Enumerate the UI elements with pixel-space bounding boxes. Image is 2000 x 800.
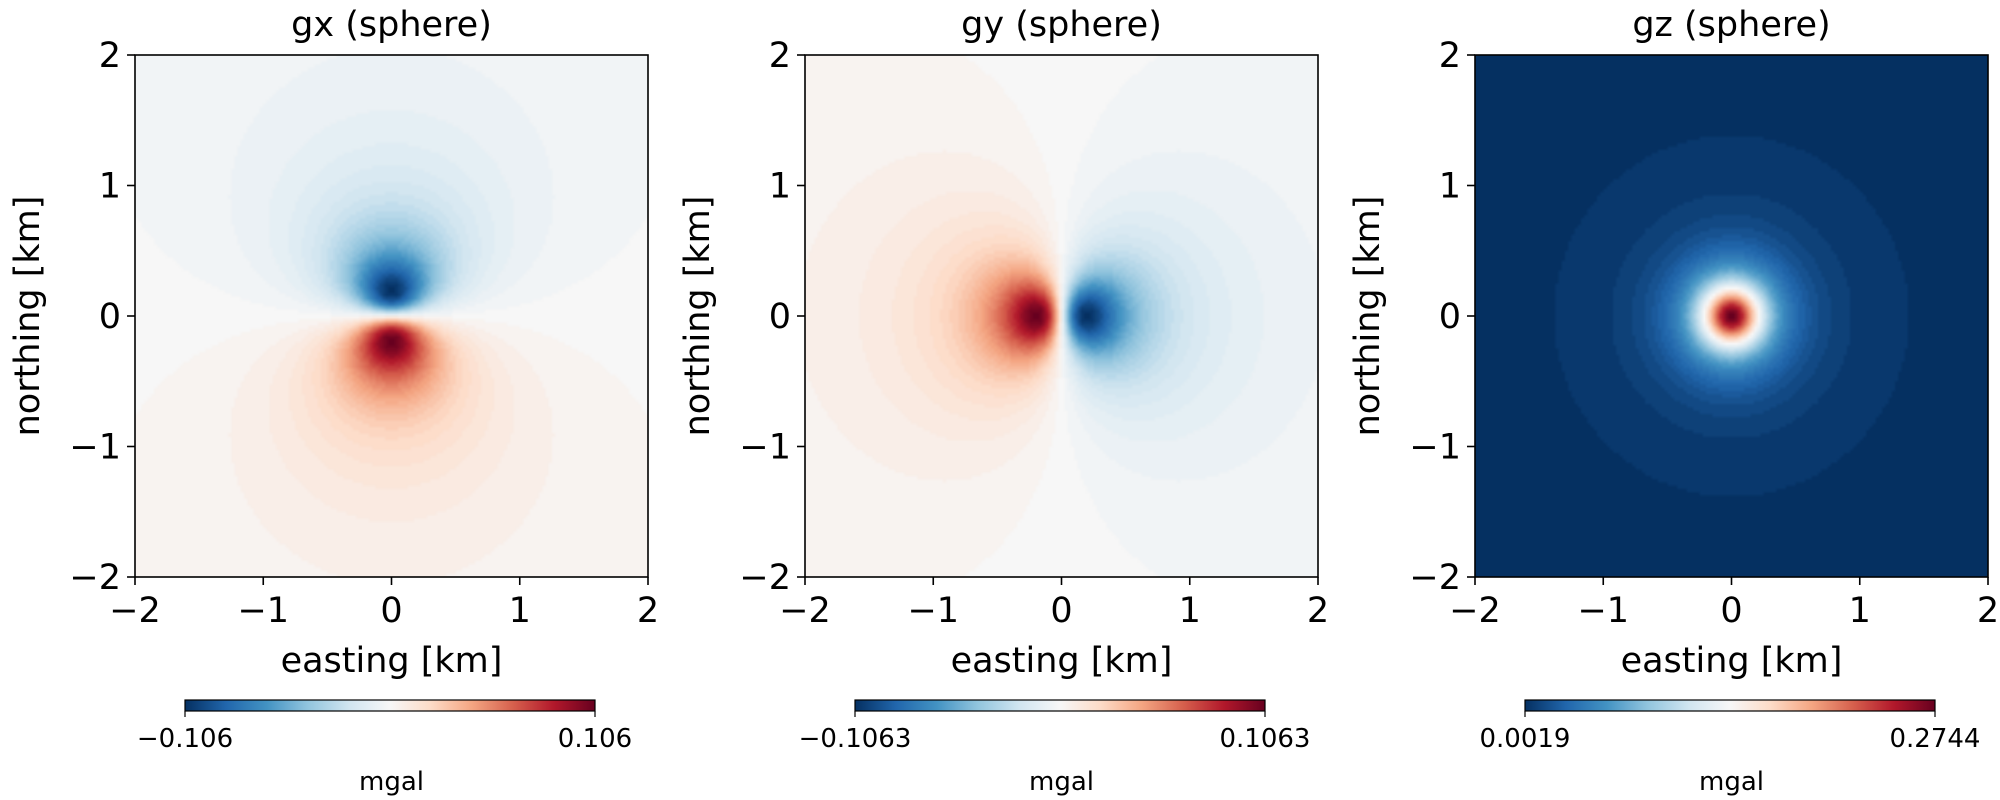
- x-tick-label: 1: [1849, 591, 1871, 631]
- colorbar-label: mgal: [1699, 767, 1764, 797]
- y-axis-label: northing [km]: [1348, 196, 1388, 437]
- x-tick-label: −2: [1449, 591, 1501, 631]
- colorbar-label: mgal: [1029, 767, 1094, 797]
- y-tick-label: 0: [769, 297, 791, 337]
- chart-title: gx (sphere): [291, 5, 492, 45]
- heatmap-image: [805, 55, 1318, 577]
- x-tick-label: −1: [907, 591, 959, 631]
- colorbar-tick-label: −0.1063: [799, 724, 912, 754]
- colorbar-tick-label: 0.0019: [1480, 724, 1571, 754]
- y-tick-label: 2: [1439, 36, 1461, 76]
- y-tick-label: 2: [99, 36, 121, 76]
- colorbar: [1524, 699, 1936, 712]
- x-tick-label: 0: [380, 591, 402, 631]
- chart-title: gy (sphere): [961, 5, 1162, 45]
- x-axis-label: easting [km]: [951, 641, 1173, 681]
- y-tick-label: −1: [69, 428, 121, 468]
- colorbar-tick-label: 0.106: [558, 724, 632, 754]
- y-tick-label: 0: [99, 297, 121, 337]
- colorbar: [184, 699, 596, 712]
- x-tick-label: 1: [509, 591, 531, 631]
- x-tick-label: 1: [1179, 591, 1201, 631]
- chart-title: gz (sphere): [1632, 5, 1830, 45]
- y-tick-label: −2: [1409, 558, 1461, 598]
- y-tick-label: 2: [769, 36, 791, 76]
- y-tick-label: 1: [769, 167, 791, 207]
- colorbar: [854, 699, 1266, 712]
- colorbar-tick-label: 0.2744: [1890, 724, 1981, 754]
- colorbar-tick-label: −0.106: [137, 724, 233, 754]
- y-tick-label: −1: [739, 428, 791, 468]
- chart-panel-2: gy (sphere) −2 −1 0 1 2 −2 −1 0 1 2 easting [km] nor…: [678, 5, 1329, 797]
- heatmap-image: [1475, 55, 1988, 577]
- x-tick-label: 2: [637, 591, 659, 631]
- x-tick-label: 2: [1977, 591, 1999, 631]
- heatmap-image: [135, 55, 648, 577]
- x-tick-label: −1: [1577, 591, 1629, 631]
- x-tick-label: −1: [237, 591, 289, 631]
- x-axis-label: easting [km]: [1621, 641, 1843, 681]
- colorbar-label: mgal: [359, 767, 424, 797]
- y-tick-label: 1: [99, 167, 121, 207]
- x-tick-label: 2: [1307, 591, 1329, 631]
- y-axis-label: northing [km]: [678, 196, 718, 437]
- x-axis-label: easting [km]: [281, 641, 503, 681]
- x-tick-label: −2: [779, 591, 831, 631]
- y-tick-label: 0: [1439, 297, 1461, 337]
- x-tick-label: 0: [1050, 591, 1072, 631]
- x-tick-label: −2: [109, 591, 161, 631]
- chart-panel-3: gz (sphere) −2 −1 0 1 2 −2 −1 0 1 2 easting [km] nor…: [1348, 5, 1999, 797]
- y-tick-label: −2: [739, 558, 791, 598]
- colorbar-tick-label: 0.1063: [1220, 724, 1311, 754]
- y-tick-label: −1: [1409, 428, 1461, 468]
- x-tick-label: 0: [1720, 591, 1742, 631]
- y-axis-label: northing [km]: [8, 196, 48, 437]
- chart-panel-1: gx (sphere) −2 −1 0 1 2 −2 −1 0 1 2 easting [km] nor…: [8, 5, 659, 797]
- y-tick-label: 1: [1439, 167, 1461, 207]
- y-tick-label: −2: [69, 558, 121, 598]
